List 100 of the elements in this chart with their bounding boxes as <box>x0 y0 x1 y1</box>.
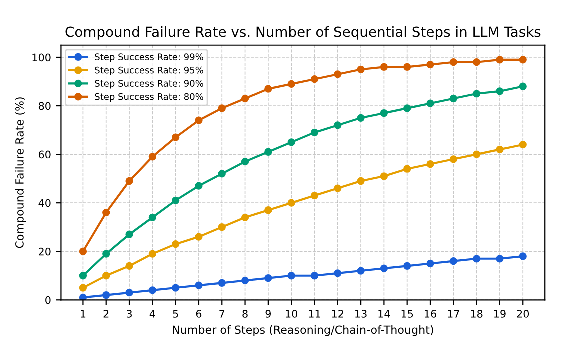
point <box>264 274 272 282</box>
point <box>79 248 88 256</box>
point <box>126 177 134 186</box>
point <box>357 114 365 122</box>
point <box>288 199 296 207</box>
point <box>472 90 481 98</box>
point <box>472 150 481 158</box>
point <box>288 272 296 280</box>
point <box>126 230 134 238</box>
chart-title: Compound Failure Rate vs. Number of Sequential Steps in LLM Tasks <box>66 26 541 40</box>
point <box>79 284 88 292</box>
point <box>472 58 481 66</box>
x-tick-label: 11 <box>309 310 320 318</box>
point <box>334 270 342 278</box>
point <box>472 255 481 263</box>
x-tick-label: 4 <box>150 310 156 318</box>
x-tick-label: 3 <box>126 310 132 318</box>
point <box>404 165 412 173</box>
point <box>102 250 110 258</box>
point <box>288 138 296 146</box>
x-tick-label: 16 <box>425 310 436 318</box>
point <box>357 66 365 74</box>
point <box>310 76 319 84</box>
point <box>334 70 342 78</box>
point <box>519 82 527 90</box>
point <box>380 264 388 272</box>
point <box>148 286 156 294</box>
point <box>404 63 412 72</box>
point <box>148 250 156 258</box>
y-tick-label: 60 <box>38 150 51 159</box>
point <box>264 206 272 214</box>
legend-label: Step Success Rate: 99% <box>95 54 204 62</box>
legend-label: Step Success Rate: 80% <box>95 93 204 102</box>
point <box>426 160 434 168</box>
point <box>496 255 504 263</box>
point <box>241 94 250 103</box>
legend-label: Step Success Rate: 90% <box>95 80 204 89</box>
point <box>195 282 203 290</box>
point <box>450 58 458 66</box>
y-tick-label: 0 <box>46 296 51 304</box>
point <box>126 262 134 270</box>
point <box>404 262 412 270</box>
point <box>241 158 250 166</box>
point <box>380 63 388 72</box>
point <box>519 141 527 149</box>
x-tick-label: 8 <box>242 310 248 318</box>
x-tick-label: 13 <box>356 310 367 318</box>
y-tick-label: 40 <box>38 199 51 208</box>
point <box>218 170 226 178</box>
point <box>264 148 272 156</box>
point <box>241 276 250 285</box>
point <box>102 291 110 300</box>
point <box>357 177 365 186</box>
point <box>172 240 180 248</box>
point <box>172 134 180 142</box>
point <box>380 109 388 118</box>
point <box>241 214 250 222</box>
point <box>380 172 388 180</box>
point <box>79 294 88 300</box>
point <box>218 279 226 287</box>
y-tick-label: 80 <box>38 102 51 110</box>
x-tick-label: 9 <box>266 310 272 318</box>
point <box>172 196 180 204</box>
x-tick-label: 14 <box>378 310 390 318</box>
y-tick-label: 100 <box>32 54 51 62</box>
x-tick-label: 2 <box>104 310 109 318</box>
point <box>519 56 527 64</box>
point <box>195 182 203 190</box>
point <box>172 284 180 292</box>
x-tick-label: 10 <box>286 310 298 318</box>
point <box>450 94 458 103</box>
point <box>310 192 319 200</box>
point <box>288 80 296 88</box>
point <box>519 252 527 260</box>
point <box>496 88 504 96</box>
point <box>450 156 458 164</box>
point <box>426 100 434 108</box>
point <box>404 104 412 112</box>
legend-label: Step Success Rate: 95% <box>95 66 204 76</box>
point <box>310 272 319 280</box>
y-tick-label: 20 <box>39 248 51 256</box>
x-tick-label: 1 <box>81 310 86 318</box>
x-tick-label: 19 <box>494 310 506 318</box>
point <box>264 85 272 93</box>
point <box>496 146 504 154</box>
point <box>496 56 504 64</box>
x-tick-label: 18 <box>471 310 483 318</box>
point <box>126 289 134 297</box>
point <box>334 184 342 192</box>
point <box>195 233 203 241</box>
point <box>195 116 203 124</box>
point <box>218 104 226 112</box>
x-tick-label: 17 <box>448 310 460 318</box>
point <box>79 272 88 280</box>
point <box>426 260 434 268</box>
point <box>102 272 110 280</box>
point <box>310 128 319 137</box>
point <box>148 153 156 161</box>
x-tick-label: 15 <box>402 310 414 318</box>
point <box>148 214 156 222</box>
